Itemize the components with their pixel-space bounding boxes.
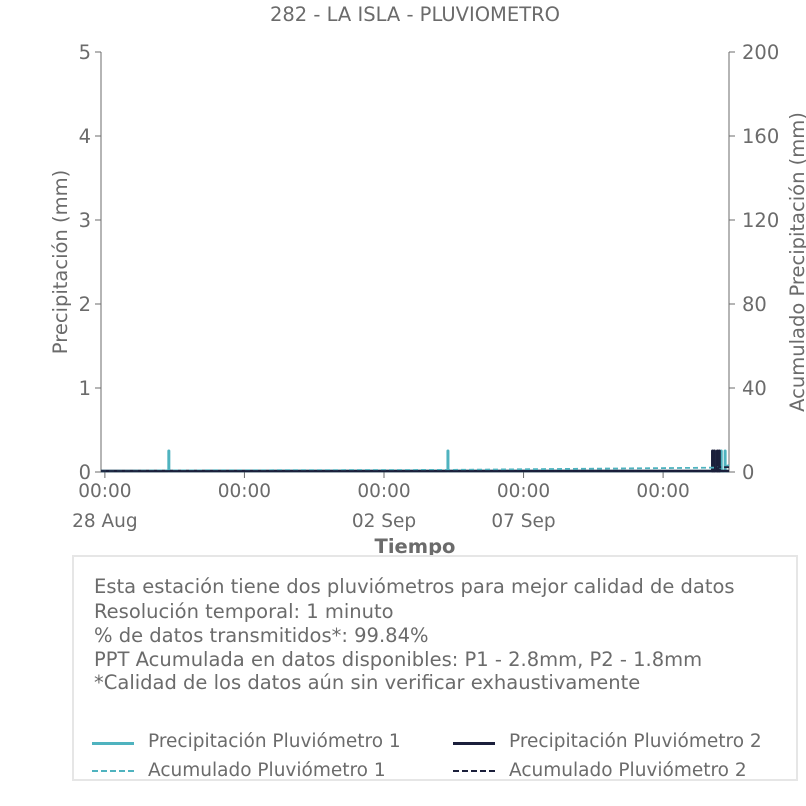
y2-tick-label: 40 xyxy=(742,377,767,400)
y-tick-label: 0 xyxy=(79,461,91,484)
info-line-dual-gauges: Esta estación tiene dos pluviómetros par… xyxy=(94,575,735,598)
legend-swatch-precip-1 xyxy=(92,742,134,745)
chart-title: 282 - LA ISLA - PLUVIOMETRO xyxy=(270,3,560,26)
plot-area: 0 1 2 3 4 5 0 40 80 120 160 200 00:00 28 Aug 00:00 00:0… xyxy=(72,41,779,532)
y-tick-label: 3 xyxy=(79,209,91,232)
legend-swatch-precip-2 xyxy=(453,742,495,745)
y2-axis-label: Acumulado Precipitación (mm) xyxy=(786,112,806,412)
y-tick-label: 4 xyxy=(79,125,91,148)
legend-swatch-accum-1 xyxy=(92,770,134,772)
y-tick-label: 2 xyxy=(79,293,91,316)
legend-label-precip-1: Precipitación Pluviómetro 1 xyxy=(148,731,401,752)
y2-tick-label: 200 xyxy=(742,41,779,64)
y2-tick-label: 80 xyxy=(742,293,767,316)
y2-tick-label: 120 xyxy=(742,209,779,232)
y2-tick-label: 160 xyxy=(742,125,779,148)
series-accum-2-line xyxy=(101,466,729,472)
rainfall-chart: 282 - LA ISLA - PLUVIOMETRO 0 1 2 3 4 5 0 40 80 1… xyxy=(49,3,806,556)
y-tick-label: 5 xyxy=(79,41,91,64)
y2-tick-label: 0 xyxy=(742,461,754,484)
info-line-resolution: Resolución temporal: 1 minuto xyxy=(94,600,394,623)
y-tick-label: 1 xyxy=(79,377,91,400)
legend-label-accum-2: Acumulado Pluviómetro 2 xyxy=(509,760,747,781)
x-axis-label: Tiempo xyxy=(375,535,456,556)
info-line-quality-note: *Calidad de los datos aún sin verificar … xyxy=(94,671,641,694)
legend-label-precip-2: Precipitación Pluviómetro 2 xyxy=(509,731,762,752)
x-tick-label: 00:00 xyxy=(218,481,271,502)
legend-label-accum-1: Acumulado Pluviómetro 1 xyxy=(148,760,386,781)
x-tick-date-label: 02 Sep xyxy=(352,511,416,532)
series-accum-1-line xyxy=(100,464,730,472)
legend-swatch-accum-2 xyxy=(453,770,495,772)
y-axis-label: Precipitación (mm) xyxy=(49,170,72,354)
x-tick-label: 00:00 xyxy=(78,481,131,502)
x-tick-label: 00:00 xyxy=(357,481,410,502)
info-box: Esta estación tiene dos pluviómetros par… xyxy=(72,555,798,781)
x-tick-date-label: 07 Sep xyxy=(491,511,555,532)
x-tick-label: 00:00 xyxy=(497,481,550,502)
info-line-transmitted: % de datos transmitidos*: 99.84% xyxy=(94,624,429,647)
x-tick-label: 00:00 xyxy=(636,481,689,502)
x-tick-date-label: 28 Aug xyxy=(72,511,138,532)
info-line-accumulated: PPT Acumulada en datos disponibles: P1 -… xyxy=(94,648,703,671)
